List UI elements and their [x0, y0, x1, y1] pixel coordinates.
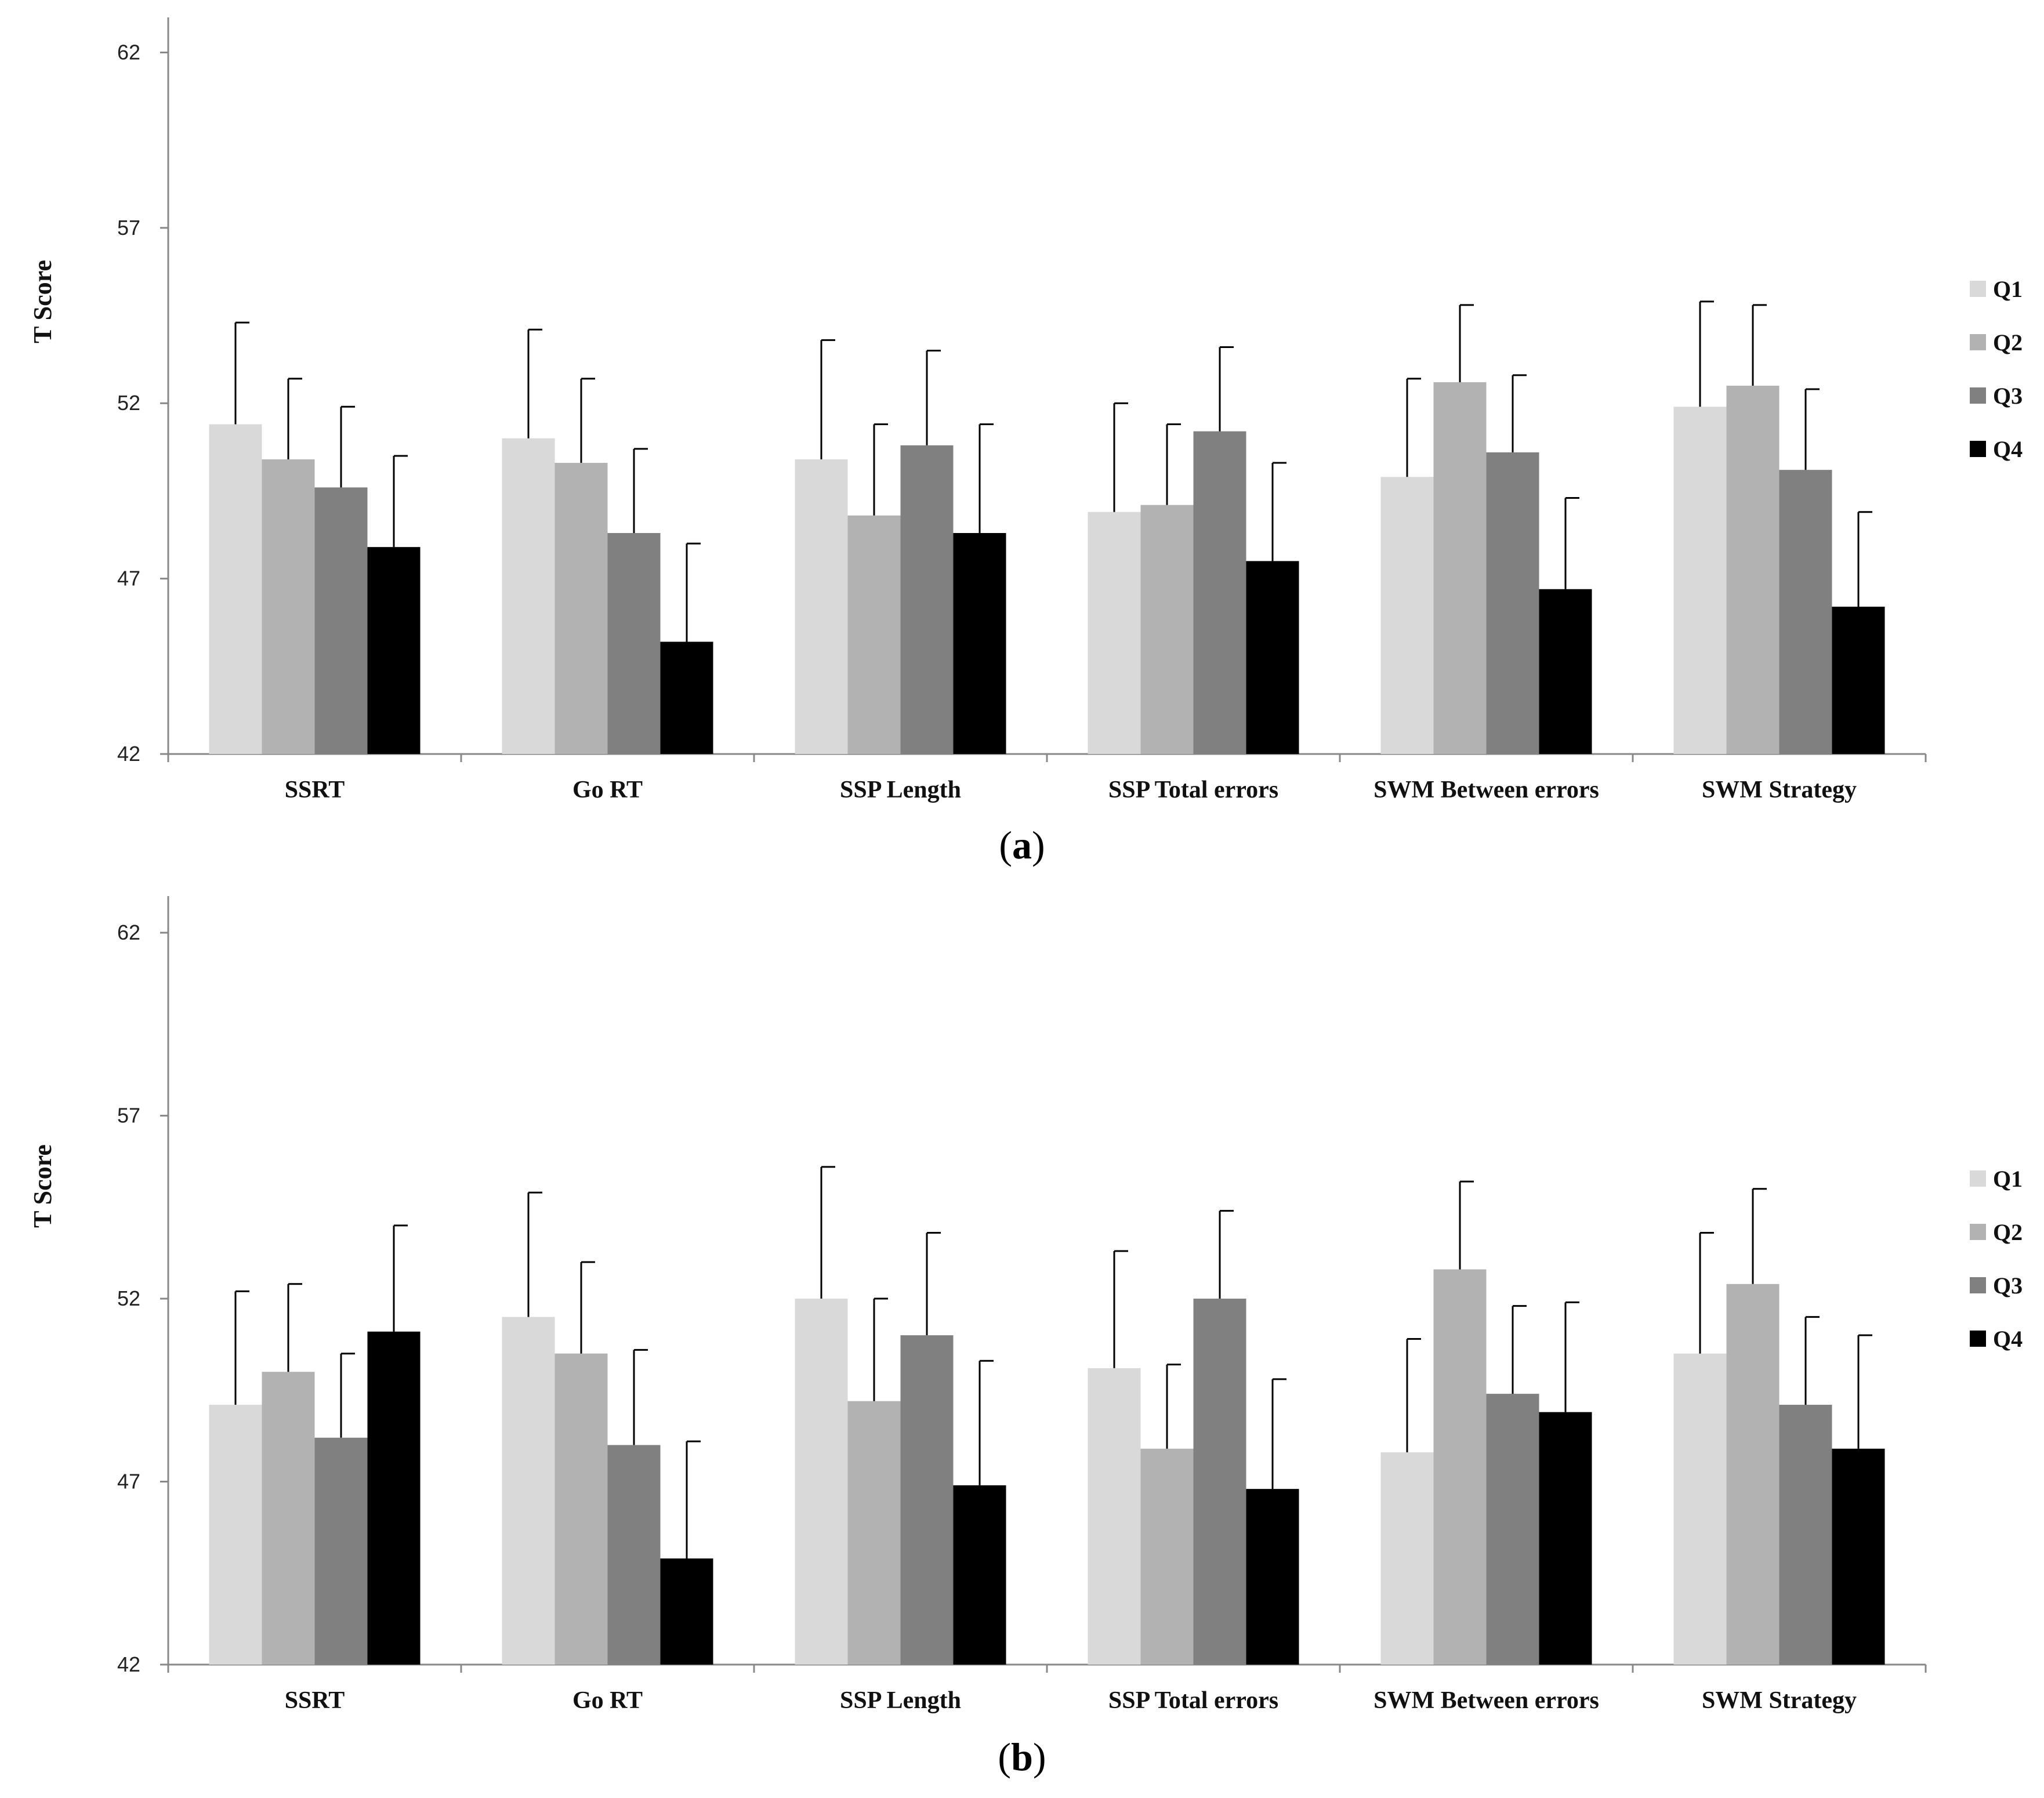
legend-swatch-q2	[1970, 1224, 1986, 1240]
y-tick-label: 57	[117, 216, 140, 240]
bar-q1	[209, 1405, 262, 1665]
legend-label-q3: Q3	[1993, 1273, 2023, 1299]
bar-q2	[555, 463, 608, 754]
bar-q3	[1193, 431, 1246, 754]
bar-q4	[953, 533, 1006, 754]
bar-q4	[953, 1485, 1006, 1665]
x-category-label: SWM Strategy	[1702, 1687, 1857, 1714]
panel-a-caption: (a)	[999, 823, 1045, 867]
bar-q4	[1832, 607, 1885, 754]
legend-swatch-q1	[1970, 281, 1986, 297]
y-tick-label: 52	[117, 391, 140, 415]
bar-q3	[900, 1335, 954, 1665]
bar-q2	[1433, 1269, 1487, 1665]
bar-q1	[1380, 1452, 1434, 1665]
y-tick-label: 47	[117, 567, 140, 590]
bar-q1	[795, 459, 848, 754]
bar-q2	[847, 515, 901, 754]
x-category-label: SWM Between errors	[1373, 777, 1599, 803]
bar-q1	[1380, 477, 1434, 754]
bar-q4	[1246, 561, 1299, 754]
x-category-label: SSP Total errors	[1108, 1687, 1278, 1714]
bar-q3	[1486, 452, 1539, 754]
y-tick-label: 47	[117, 1470, 140, 1494]
x-category-label: SSP Length	[840, 777, 961, 803]
bar-q3	[607, 533, 661, 754]
bar-q4	[1246, 1489, 1299, 1665]
x-category-label: SSRT	[285, 777, 345, 803]
bar-q1	[502, 438, 555, 754]
y-axis-title: T Score	[28, 260, 57, 343]
bar-q3	[1779, 1405, 1832, 1665]
x-category-label: SSRT	[285, 1687, 345, 1714]
bar-q1	[1673, 407, 1727, 754]
legend-label-q2: Q2	[1993, 329, 2023, 356]
legend-label-q1: Q1	[1993, 1166, 2023, 1192]
x-category-label: Go RT	[572, 1687, 643, 1714]
bar-q3	[1193, 1299, 1246, 1665]
bar-q4	[367, 1331, 421, 1665]
bar-q3	[1779, 470, 1832, 754]
bar-q2	[262, 459, 315, 754]
bar-q1	[1088, 512, 1141, 754]
x-category-label: SSP Total errors	[1108, 777, 1278, 803]
bar-q1	[1088, 1368, 1141, 1665]
legend-label-q4: Q4	[1993, 436, 2023, 462]
y-tick-label: 42	[117, 742, 140, 766]
y-tick-label: 42	[117, 1652, 140, 1676]
legend-label-q4: Q4	[1993, 1326, 2023, 1352]
bar-q2	[555, 1353, 608, 1665]
bar-q2	[1726, 1284, 1780, 1665]
x-category-label: SWM Between errors	[1373, 1687, 1599, 1714]
bar-q2	[1726, 386, 1780, 754]
bar-q1	[209, 424, 262, 754]
bar-q4	[660, 641, 713, 754]
legend-swatch-q3	[1970, 387, 1986, 404]
bar-q3	[900, 445, 954, 754]
legend-swatch-q1	[1970, 1170, 1986, 1187]
bar-q2	[847, 1401, 901, 1665]
legend-label-q1: Q1	[1993, 276, 2023, 302]
legend-swatch-q4	[1970, 1331, 1986, 1347]
bar-q1	[1673, 1353, 1727, 1665]
y-tick-label: 52	[117, 1286, 140, 1310]
bar-q3	[314, 1437, 368, 1665]
bar-q2	[262, 1372, 315, 1665]
x-category-label: SSP Length	[840, 1687, 961, 1714]
legend-label-q2: Q2	[1993, 1219, 2023, 1245]
bar-q4	[660, 1558, 713, 1665]
legend-swatch-q3	[1970, 1277, 1986, 1293]
legend-swatch-q4	[1970, 441, 1986, 457]
bar-q3	[607, 1445, 661, 1665]
panel-b-chart: 42 47 52 57 62 T Score SSRT Go RT SSP Length SSP …	[28, 896, 2023, 1714]
bar-q4	[367, 547, 421, 754]
bar-q4	[1539, 1412, 1592, 1665]
bar-q1	[502, 1317, 555, 1665]
bar-q2	[1140, 1448, 1194, 1665]
y-tick-label: 62	[117, 40, 140, 64]
bar-q3	[314, 487, 368, 754]
y-tick-label: 62	[117, 920, 140, 944]
bar-q3	[1486, 1394, 1539, 1665]
x-category-label: Go RT	[572, 777, 643, 803]
bar-q2	[1433, 382, 1487, 754]
x-category-label: SWM Strategy	[1702, 777, 1857, 803]
bar-q4	[1832, 1448, 1885, 1665]
bar-q4	[1539, 589, 1592, 754]
y-tick-label: 57	[117, 1104, 140, 1128]
y-axis-title: T Score	[28, 1144, 57, 1228]
panel-b-caption: (b)	[998, 1735, 1046, 1779]
legend-label-q3: Q3	[1993, 383, 2023, 409]
bar-q1	[795, 1299, 848, 1665]
legend-swatch-q2	[1970, 334, 1986, 350]
bar-q2	[1140, 505, 1194, 754]
panel-a-chart: 42 47 52 57 62 T Score SSRT Go RT SSP Length SSP …	[28, 17, 2023, 803]
